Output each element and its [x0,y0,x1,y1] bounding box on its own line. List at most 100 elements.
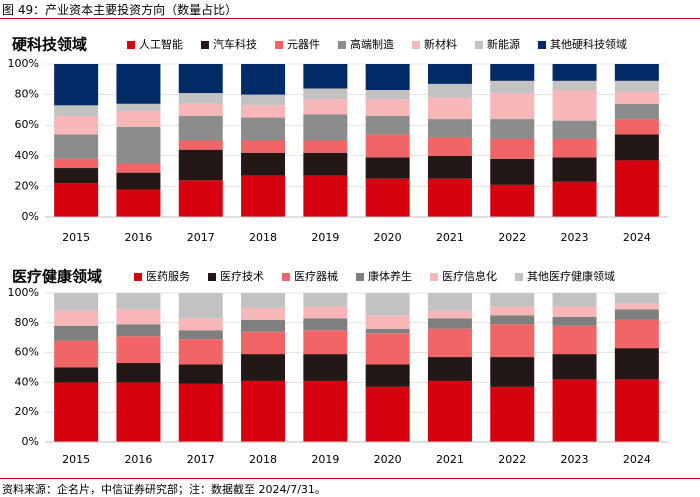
bar-segment [116,309,161,325]
bar-segment [552,120,597,139]
bar-segment [552,325,597,355]
bar-segment [116,163,161,173]
legend-label: 康体养生 [368,269,412,283]
bar-segment [427,97,472,120]
bar-segment [54,340,99,368]
bar-segment [241,140,286,153]
bar-segment [178,318,223,331]
bar-segment [178,330,223,340]
bar-segment [178,339,223,365]
bar-segment [490,184,535,217]
bar-segment [490,324,535,358]
x-tick-label: 2022 [498,453,526,466]
x-tick-label: 2021 [436,453,464,466]
bar-segment [552,90,597,121]
bar-segment [490,80,535,94]
x-tick-label: 2016 [124,453,152,466]
bar-segment [490,357,535,387]
bar-segment [552,157,597,182]
legend-label: 人工智能 [139,37,183,51]
bar-segment [427,119,472,138]
bar-segment [365,293,410,316]
bar-segment [303,152,348,176]
y-tick-label: 60% [15,118,39,131]
bar-segment [614,91,659,104]
bar-segment [54,158,99,169]
bar-segment [116,382,161,442]
bar-segment [303,64,348,89]
bar-segment [365,178,410,217]
bar-segment [552,316,597,326]
bar-segment [54,64,99,106]
x-tick-label: 2018 [249,453,277,466]
bar-segment [303,88,348,100]
bar-segment [427,310,472,319]
bar-segment [552,379,597,442]
bar-segment [614,134,659,161]
bar-segment [552,80,597,91]
bar-segment [241,175,286,217]
legend-swatch [515,273,523,281]
bar-segment [303,306,348,319]
y-tick-label: 100% [8,57,39,70]
y-tick-label: 20% [15,179,39,192]
bar-segment [178,180,223,217]
bar-segment [427,64,472,84]
bar-segment [178,383,223,442]
x-tick-label: 2023 [561,453,589,466]
bar-segment [427,83,472,98]
legend-label: 医疗信息化 [442,269,497,283]
bar-segment [427,155,472,179]
bar-segment [552,181,597,217]
bar-segment [365,386,410,442]
bar-segment [116,103,161,112]
x-tick-label: 2018 [249,231,277,244]
bar-segment [490,386,535,442]
bar-segment [552,306,597,317]
bar-segment [365,315,410,329]
legend-swatch [475,41,483,49]
bar-segment [614,319,659,349]
x-tick-label: 2019 [311,231,339,244]
bar-segment [54,116,99,135]
bar-segment [116,126,161,164]
bar-segment [614,303,659,310]
figure-title: 图 49：产业资本主要投资方向（数量占比） [2,3,238,17]
bar-segment [241,293,286,308]
bar-segment [552,64,597,81]
bar-segment [614,348,659,380]
bar-segment [303,99,348,115]
legend-swatch [275,41,283,49]
bar-segment [427,318,472,329]
bar-segment [490,306,535,316]
bar-segment [427,178,472,217]
bar-segment [241,64,286,95]
legend-label: 新能源 [487,37,520,51]
bar-segment [614,103,659,120]
bar-segment [116,64,161,104]
bar-segment [303,293,348,307]
bar-segment [54,134,99,159]
legend-swatch [282,273,290,281]
bar-segment [116,363,161,383]
x-tick-label: 2022 [498,231,526,244]
bar-segment [490,315,535,325]
bar-segment [490,64,535,81]
legend-label: 医药服务 [146,270,190,283]
y-tick-label: 80% [15,316,39,329]
bar-segment [178,103,223,117]
bar-segment [365,99,410,117]
bar-segment [614,80,659,92]
x-tick-label: 2021 [436,231,464,244]
x-tick-label: 2017 [187,453,215,466]
bar-segment [241,152,286,176]
legend-swatch [201,41,209,49]
bar-segment [365,116,410,135]
bar-segment [427,137,472,156]
bar-segment [54,310,99,326]
bar-segment [614,309,659,320]
legend-swatch [127,41,135,49]
bar-segment [552,354,597,380]
x-tick-label: 2024 [623,453,651,466]
bar-segment [241,307,286,320]
